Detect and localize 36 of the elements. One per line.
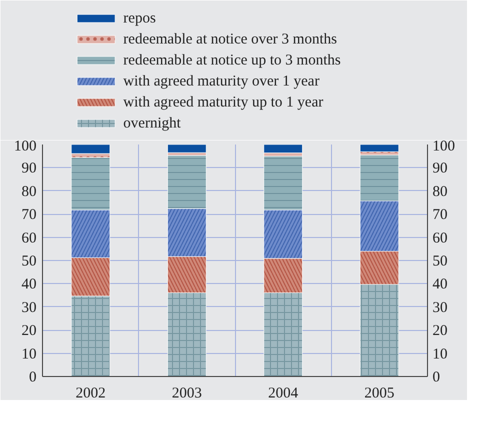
bar: [264, 144, 303, 154]
y-tick-label: 50: [22, 254, 36, 270]
y-tick-label: 40: [22, 276, 36, 293]
y-tick-label: 100: [14, 138, 36, 154]
y-tick-label: 10: [22, 346, 36, 362]
bar: [360, 144, 399, 152]
y2-tick-label: 40: [432, 276, 448, 293]
y2-tick-label: 10: [432, 346, 448, 362]
y2-tick-label: 0: [432, 370, 440, 386]
y2-tick-label: 80: [432, 184, 448, 200]
legend-label: with agreed maturity up to 1 year: [123, 94, 324, 110]
y2-tick-label: 60: [432, 230, 448, 246]
x-tick-label: 2002: [76, 386, 106, 402]
legend-label: overnight: [123, 116, 182, 132]
y-tick-label: 0: [29, 370, 36, 386]
legend-label: with agreed maturity over 1 year: [123, 74, 320, 90]
y2-tick-label: 30: [432, 300, 448, 316]
x-tick-label: 2003: [172, 386, 202, 402]
y-tick-label: 90: [22, 160, 36, 177]
x-tick-label: 2005: [364, 386, 394, 402]
legend-label: redeemable at notice up to 3 months: [123, 52, 341, 68]
bar: [71, 144, 110, 154]
y-tick-label: 80: [22, 184, 36, 200]
y-tick-label: 30: [22, 300, 36, 316]
y2-tick-label: 20: [432, 323, 448, 340]
y-tick-label: 60: [22, 230, 36, 246]
y2-tick-label: 90: [432, 160, 448, 177]
y2-tick-label: 70: [432, 207, 448, 224]
legend-label: redeemable at notice over 3 months: [123, 32, 338, 48]
y-tick-label: 20: [22, 323, 36, 340]
legend-label: repos: [123, 10, 156, 26]
bar: [167, 144, 206, 153]
y2-tick-label: 50: [432, 254, 448, 270]
y2-tick-label: 100: [432, 138, 455, 154]
x-tick-label: 2004: [268, 386, 299, 402]
y-tick-label: 70: [22, 207, 36, 224]
